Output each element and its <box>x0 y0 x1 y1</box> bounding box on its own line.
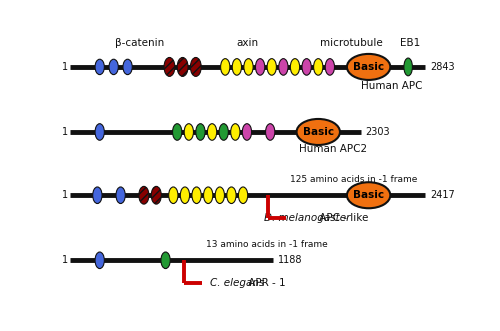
Text: APR - 1: APR - 1 <box>244 278 285 288</box>
Ellipse shape <box>161 252 170 268</box>
Ellipse shape <box>215 187 224 204</box>
Text: Basic: Basic <box>353 62 384 72</box>
Ellipse shape <box>230 124 240 140</box>
Text: 1: 1 <box>62 190 68 200</box>
Ellipse shape <box>95 252 104 268</box>
Ellipse shape <box>267 59 276 75</box>
Ellipse shape <box>164 58 175 76</box>
Text: axin: axin <box>236 38 258 48</box>
Text: D. melanogaster: D. melanogaster <box>264 213 350 223</box>
Ellipse shape <box>168 187 178 204</box>
Text: 1188: 1188 <box>278 255 302 265</box>
Ellipse shape <box>184 124 194 140</box>
Ellipse shape <box>172 124 182 140</box>
Ellipse shape <box>92 187 102 204</box>
Text: 1: 1 <box>62 62 68 72</box>
Text: Human APC2: Human APC2 <box>299 144 367 154</box>
Ellipse shape <box>266 124 275 140</box>
Ellipse shape <box>347 54 391 80</box>
Text: EB1: EB1 <box>400 38 420 48</box>
Ellipse shape <box>151 186 162 204</box>
Text: β-catenin: β-catenin <box>116 38 164 48</box>
Ellipse shape <box>347 182 391 208</box>
Ellipse shape <box>139 186 149 204</box>
Text: 125 amino acids in -1 frame: 125 amino acids in -1 frame <box>290 175 417 184</box>
Ellipse shape <box>192 187 201 204</box>
Text: Basic: Basic <box>353 190 384 200</box>
Ellipse shape <box>116 187 126 204</box>
Ellipse shape <box>109 59 118 74</box>
Ellipse shape <box>302 59 312 75</box>
Text: Human APC: Human APC <box>361 81 422 91</box>
Text: 1: 1 <box>62 127 68 137</box>
Ellipse shape <box>296 119 340 145</box>
Ellipse shape <box>219 124 228 140</box>
Text: 2417: 2417 <box>430 190 454 200</box>
Ellipse shape <box>238 187 248 204</box>
Text: 2843: 2843 <box>430 62 454 72</box>
Ellipse shape <box>242 124 252 140</box>
Text: 2303: 2303 <box>366 127 390 137</box>
Ellipse shape <box>244 59 253 75</box>
Ellipse shape <box>95 124 104 140</box>
Ellipse shape <box>290 59 300 75</box>
Ellipse shape <box>180 187 190 204</box>
Text: C. elegans: C. elegans <box>210 278 264 288</box>
Text: 13 amino acids in -1 frame: 13 amino acids in -1 frame <box>206 240 328 249</box>
Ellipse shape <box>325 59 334 75</box>
Ellipse shape <box>227 187 236 204</box>
Ellipse shape <box>208 124 216 140</box>
Ellipse shape <box>123 59 132 74</box>
Text: APC - like: APC - like <box>316 213 368 223</box>
Ellipse shape <box>204 187 213 204</box>
Ellipse shape <box>220 59 230 75</box>
Ellipse shape <box>190 58 201 76</box>
Text: microtubule: microtubule <box>320 38 383 48</box>
Ellipse shape <box>177 58 188 76</box>
Ellipse shape <box>95 59 104 74</box>
Ellipse shape <box>314 59 323 75</box>
Ellipse shape <box>256 59 265 75</box>
Text: Basic: Basic <box>302 127 334 137</box>
Ellipse shape <box>278 59 288 75</box>
Text: 1: 1 <box>62 255 68 265</box>
Ellipse shape <box>404 58 412 76</box>
Ellipse shape <box>196 124 205 140</box>
Ellipse shape <box>232 59 241 75</box>
